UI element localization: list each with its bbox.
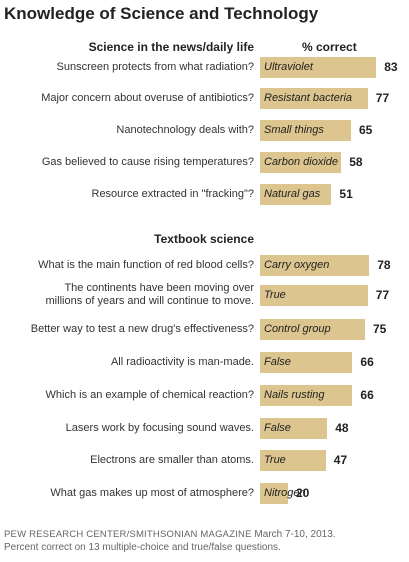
footer-source: PEW RESEARCH CENTER/SMITHSONIAN MAGAZINE	[4, 529, 252, 540]
value-label: 48	[335, 421, 349, 435]
answer-label: False	[264, 356, 291, 368]
bar	[260, 120, 351, 141]
bar	[260, 184, 332, 205]
value-label: 77	[375, 91, 390, 105]
question-label: Resource extracted in "fracking"?	[91, 188, 255, 200]
answer-label: Resistant bacteria	[264, 92, 353, 104]
footer-date: March 7-10, 2013.	[254, 529, 336, 540]
footer-source-line: PEW RESEARCH CENTER/SMITHSONIAN MAGAZINE…	[4, 528, 336, 541]
question-label: Gas believed to cause rising temperature…	[41, 156, 254, 168]
answer-label: Carbon dioxide	[264, 156, 338, 168]
question-label: Electrons are smaller than atoms.	[90, 454, 254, 466]
answer-label: False	[264, 422, 291, 434]
value-label: 51	[339, 187, 353, 201]
bar	[260, 285, 368, 306]
footer: PEW RESEARCH CENTER/SMITHSONIAN MAGAZINE…	[4, 528, 336, 554]
question-label: All radioactivity is man-made.	[110, 356, 254, 368]
value-label: 75	[373, 322, 387, 336]
answer-label: Nitrogen	[264, 487, 306, 499]
answer-label: Small things	[264, 124, 324, 136]
answer-label: True	[264, 454, 286, 466]
bar	[260, 385, 353, 406]
chart-title: Knowledge of Science and Technology	[4, 4, 319, 23]
question-label: The continents have been moving over mill…	[45, 282, 254, 307]
bar	[260, 418, 328, 439]
value-label: 65	[359, 123, 373, 137]
answer-label: Natural gas	[264, 188, 321, 200]
question-label: What is the main function of red blood c…	[38, 259, 254, 271]
answer-label: Nails rusting	[264, 389, 325, 401]
value-label: 66	[360, 388, 374, 402]
bar	[260, 352, 353, 373]
bar	[260, 152, 342, 173]
value-label: 58	[349, 155, 363, 169]
question-label: What gas makes up most of atmosphere?	[50, 487, 254, 499]
bar	[260, 450, 326, 471]
question-label: Major concern about overuse of antibioti…	[41, 92, 254, 104]
value-label: 47	[333, 453, 348, 467]
question-label: Lasers work by focusing sound waves.	[65, 422, 254, 434]
value-label: 83	[384, 60, 398, 74]
answer-label: Ultraviolet	[264, 61, 313, 73]
question-label: Nanotechnology deals with?	[116, 124, 254, 136]
value-label: 66	[360, 355, 374, 369]
section-title: Science in the news/daily life	[88, 40, 254, 54]
question-label: Which is an example of chemical reaction…	[45, 389, 254, 401]
bar	[260, 483, 288, 504]
answer-label: Carry oxygen	[264, 259, 330, 271]
bar	[260, 255, 370, 276]
answer-label: True	[264, 289, 286, 301]
question-label: Sunscreen protects from what radiation?	[56, 61, 255, 73]
question-label: Better way to test a new drug's effectiv…	[30, 323, 254, 335]
value-label: 20	[296, 486, 310, 500]
bar	[260, 57, 377, 78]
value-label: 78	[377, 258, 391, 272]
bar	[260, 319, 365, 340]
value-label: 77	[375, 288, 390, 302]
bar	[260, 88, 368, 109]
footer-note: Percent correct on 13 multiple-choice an…	[4, 542, 281, 553]
section-title: Textbook science	[154, 232, 254, 246]
column-header: % correct	[302, 40, 357, 54]
answer-label: Control group	[264, 323, 331, 335]
